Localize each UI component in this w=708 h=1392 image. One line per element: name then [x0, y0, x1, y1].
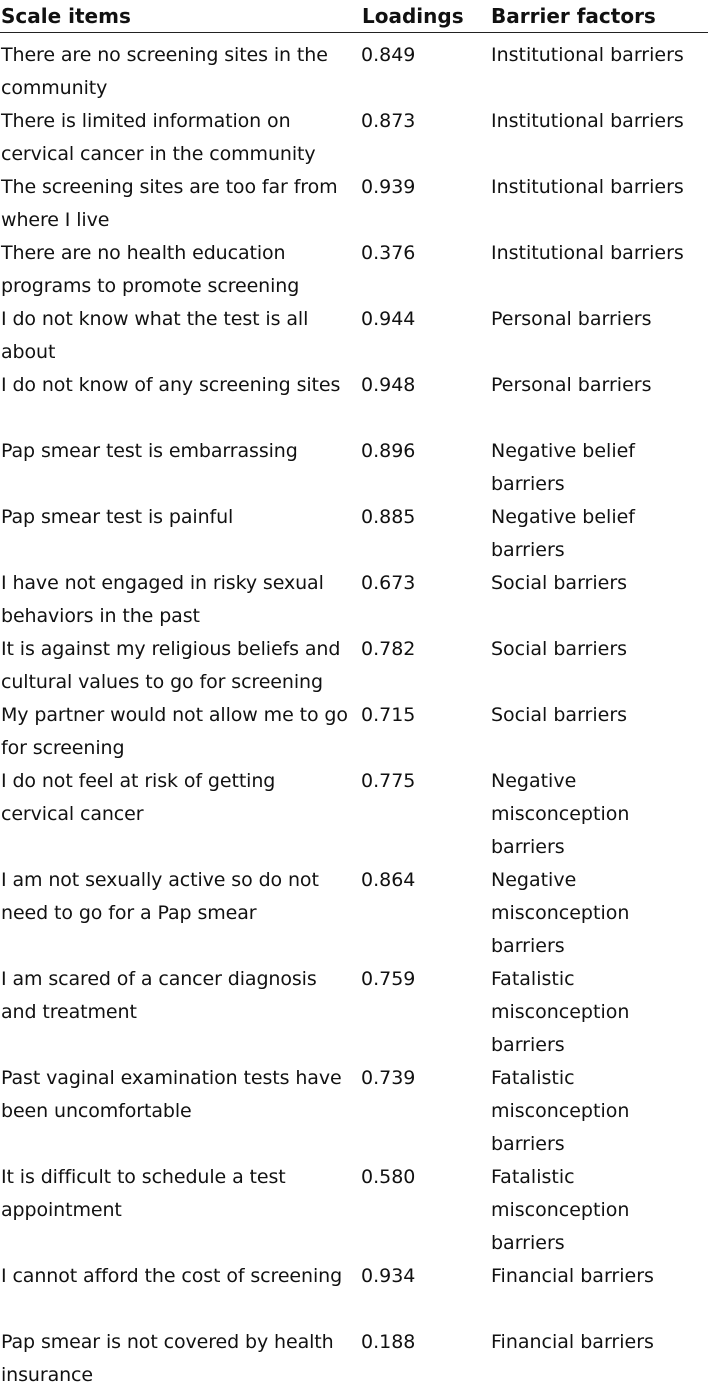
scale-item-cell: It is against my religious beliefs and c… [0, 633, 361, 699]
scale-item-cell: There are no screening sites in the comm… [0, 33, 361, 106]
table-row: My partner would not allow me to go for … [0, 699, 708, 765]
barrier-factor-cell: Financial barriers [490, 1326, 708, 1392]
barrier-factor-cell: Fatalistic misconception barriers [490, 1161, 708, 1260]
loading-cell: 0.782 [361, 633, 490, 699]
header-barrier-factors: Barrier factors [490, 0, 708, 33]
table-row: It is against my religious beliefs and c… [0, 633, 708, 699]
barrier-factor-cell: Social barriers [490, 567, 708, 633]
barrier-factor-cell: Negative belief barriers [490, 501, 708, 567]
scale-item-cell: My partner would not allow me to go for … [0, 699, 361, 765]
barrier-factor-cell: Institutional barriers [490, 171, 708, 237]
loading-cell: 0.885 [361, 501, 490, 567]
barrier-factor-cell: Negative belief barriers [490, 435, 708, 501]
header-scale-items: Scale items [0, 0, 361, 33]
loading-cell: 0.775 [361, 765, 490, 864]
barrier-factor-cell: Social barriers [490, 699, 708, 765]
table-row: There are no screening sites in the comm… [0, 33, 708, 106]
scale-item-cell: Pap smear test is embarrassing [0, 435, 361, 501]
table-header-row: Scale items Loadings Barrier factors [0, 0, 708, 33]
loading-cell: 0.948 [361, 369, 490, 435]
scale-item-cell: It is difficult to schedule a test appoi… [0, 1161, 361, 1260]
barrier-factor-cell: Fatalistic misconception barriers [490, 963, 708, 1062]
barrier-factor-cell: Institutional barriers [490, 105, 708, 171]
barrier-factor-cell: Fatalistic misconception barriers [490, 1062, 708, 1161]
loading-cell: 0.896 [361, 435, 490, 501]
scale-item-cell: I am scared of a cancer diagnosis and tr… [0, 963, 361, 1062]
table-row: I am not sexually active so do not need … [0, 864, 708, 963]
scale-item-cell: Pap smear test is painful [0, 501, 361, 567]
scale-item-cell: Pap smear is not covered by health insur… [0, 1326, 361, 1392]
barrier-factor-cell: Personal barriers [490, 303, 708, 369]
barrier-factor-cell: Financial barriers [490, 1260, 708, 1326]
scale-item-cell: I have not engaged in risky sexual behav… [0, 567, 361, 633]
loading-cell: 0.739 [361, 1062, 490, 1161]
loading-cell: 0.376 [361, 237, 490, 303]
loading-cell: 0.188 [361, 1326, 490, 1392]
table-row: Past vaginal examination tests have been… [0, 1062, 708, 1161]
loading-cell: 0.939 [361, 171, 490, 237]
loading-cell: 0.580 [361, 1161, 490, 1260]
table-row: The screening sites are too far from whe… [0, 171, 708, 237]
table-row: I have not engaged in risky sexual behav… [0, 567, 708, 633]
table-row: I am scared of a cancer diagnosis and tr… [0, 963, 708, 1062]
barrier-factor-cell: Negative misconception barriers [490, 765, 708, 864]
loading-cell: 0.759 [361, 963, 490, 1062]
loading-cell: 0.673 [361, 567, 490, 633]
loading-cell: 0.715 [361, 699, 490, 765]
table-row: I do not feel at risk of getting cervica… [0, 765, 708, 864]
barrier-factor-cell: Institutional barriers [490, 33, 708, 106]
table-row: I do not know what the test is all about… [0, 303, 708, 369]
scale-item-cell: I do not feel at risk of getting cervica… [0, 765, 361, 864]
table-row: There is limited information on cervical… [0, 105, 708, 171]
loading-cell: 0.873 [361, 105, 490, 171]
scale-item-cell: Past vaginal examination tests have been… [0, 1062, 361, 1161]
scale-item-cell: I do not know of any screening sites [0, 369, 361, 435]
table-row: Pap smear is not covered by health insur… [0, 1326, 708, 1392]
barrier-factor-cell: Personal barriers [490, 369, 708, 435]
barrier-factor-cell: Social barriers [490, 633, 708, 699]
loading-cell: 0.944 [361, 303, 490, 369]
loading-cell: 0.934 [361, 1260, 490, 1326]
scale-item-cell: There is limited information on cervical… [0, 105, 361, 171]
scale-item-cell: There are no health education programs t… [0, 237, 361, 303]
table-row: There are no health education programs t… [0, 237, 708, 303]
scale-item-cell: I cannot afford the cost of screening [0, 1260, 361, 1326]
header-loadings: Loadings [361, 0, 490, 33]
scale-item-cell: I do not know what the test is all about [0, 303, 361, 369]
barrier-factor-cell: Institutional barriers [490, 237, 708, 303]
table-body: There are no screening sites in the comm… [0, 33, 708, 1392]
barrier-factor-cell: Negative misconception barriers [490, 864, 708, 963]
loading-cell: 0.864 [361, 864, 490, 963]
table-row: It is difficult to schedule a test appoi… [0, 1161, 708, 1260]
scale-item-cell: I am not sexually active so do not need … [0, 864, 361, 963]
scale-item-cell: The screening sites are too far from whe… [0, 171, 361, 237]
loading-cell: 0.849 [361, 33, 490, 106]
